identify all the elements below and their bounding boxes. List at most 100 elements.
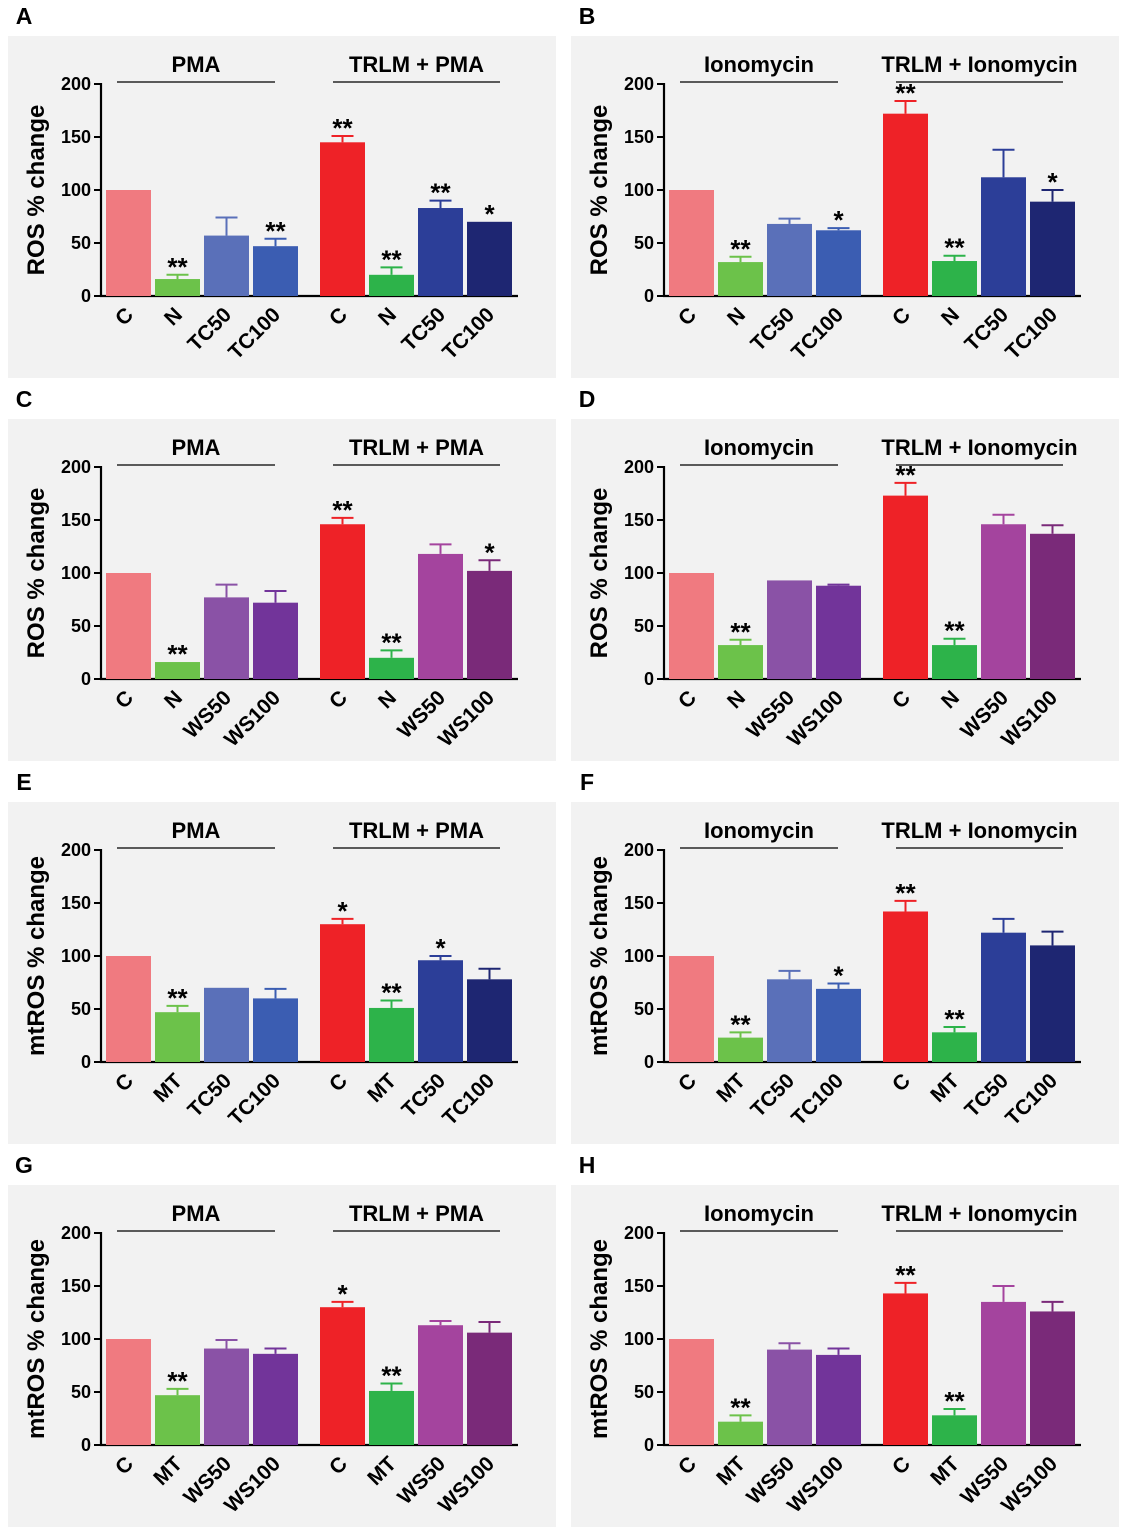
plot-background — [571, 36, 1119, 378]
y-tick-label: 200 — [61, 840, 91, 860]
y-tick-label: 0 — [644, 1052, 654, 1072]
y-axis-label: ROS % change — [23, 488, 50, 659]
bar — [816, 230, 861, 296]
group-label: TRLM + PMA — [349, 435, 484, 460]
group-label: PMA — [172, 52, 221, 77]
panel-label: F — [580, 769, 594, 795]
group-label: Ionomycin — [704, 52, 814, 77]
bar — [816, 585, 861, 679]
bar — [932, 1032, 977, 1062]
bar — [883, 1293, 928, 1445]
bar — [981, 932, 1026, 1062]
significance-label: ** — [944, 1386, 965, 1416]
bar — [767, 979, 812, 1062]
panel-label: C — [16, 386, 33, 412]
bar — [883, 495, 928, 679]
significance-label: ** — [895, 78, 916, 108]
plot-background — [8, 36, 556, 378]
y-tick-label: 150 — [61, 893, 91, 913]
plot-background — [8, 802, 556, 1144]
bar — [1030, 201, 1075, 296]
bar — [467, 979, 512, 1062]
group-label: PMA — [172, 1201, 221, 1226]
bar — [718, 262, 763, 296]
y-tick-label: 50 — [71, 1382, 91, 1402]
panel-b: B ROS % change 0 50 100 150 200 Ionomycin TRLM +… — [563, 0, 1126, 383]
bar — [155, 662, 200, 679]
bar — [418, 960, 463, 1062]
y-tick-label: 100 — [61, 1329, 91, 1349]
y-tick-label: 100 — [61, 563, 91, 583]
y-tick-label: 50 — [634, 233, 654, 253]
y-tick-label: 100 — [624, 563, 654, 583]
bar — [467, 221, 512, 296]
bar — [883, 911, 928, 1062]
y-tick-label: 50 — [634, 999, 654, 1019]
bar — [932, 645, 977, 679]
y-tick-label: 150 — [624, 1276, 654, 1296]
y-tick-label: 200 — [624, 1223, 654, 1243]
y-tick-label: 50 — [71, 616, 91, 636]
y-tick-label: 100 — [624, 180, 654, 200]
y-axis-label: ROS % change — [586, 105, 613, 276]
bar — [816, 988, 861, 1062]
bar — [467, 570, 512, 679]
panel-a: A ROS % change 0 50 100 150 200 PMA TRLM + PMA C *… — [0, 0, 563, 383]
plot-background — [8, 419, 556, 761]
bar — [369, 274, 414, 296]
y-axis-label: mtROS % change — [586, 856, 613, 1056]
bar — [981, 1301, 1026, 1445]
bar — [320, 1307, 365, 1445]
panel-label: B — [579, 3, 596, 29]
bar — [883, 113, 928, 297]
significance-label: * — [1047, 167, 1058, 197]
y-axis-label: ROS % change — [23, 105, 50, 276]
significance-label: ** — [167, 1366, 188, 1396]
group-label: PMA — [172, 435, 221, 460]
panel-c: C ROS % change 0 50 100 150 200 PMA TRLM + PMA C *… — [0, 383, 563, 766]
panel-d: D ROS % change 0 50 100 150 200 Ionomycin TRLM +… — [563, 383, 1126, 766]
significance-label: * — [337, 896, 348, 926]
bar — [204, 597, 249, 679]
significance-label: ** — [381, 244, 402, 274]
y-tick-label: 150 — [624, 127, 654, 147]
bar — [155, 279, 200, 296]
panel-label: G — [15, 1152, 33, 1178]
bar — [155, 1395, 200, 1445]
bar — [204, 987, 249, 1062]
y-tick-label: 0 — [644, 669, 654, 689]
bar — [253, 998, 298, 1062]
significance-label: ** — [944, 616, 965, 646]
significance-label: ** — [944, 1004, 965, 1034]
bar — [767, 580, 812, 679]
y-tick-label: 0 — [81, 286, 91, 306]
significance-label: ** — [167, 252, 188, 282]
bar — [320, 142, 365, 296]
significance-label: ** — [265, 216, 286, 246]
bar — [1030, 945, 1075, 1062]
y-tick-label: 0 — [81, 1052, 91, 1072]
bar — [932, 261, 977, 296]
bar — [816, 1354, 861, 1445]
y-tick-label: 0 — [81, 669, 91, 689]
bar — [718, 1421, 763, 1445]
significance-label: ** — [944, 233, 965, 263]
panel-chart: B ROS % change 0 50 100 150 200 Ionomycin TRLM +… — [571, 3, 1119, 378]
bar — [669, 573, 714, 679]
group-label: TRLM + Ionomycin — [881, 1201, 1077, 1226]
y-axis-label: mtROS % change — [23, 856, 50, 1056]
y-tick-label: 50 — [71, 233, 91, 253]
bar — [418, 1325, 463, 1445]
bar — [981, 524, 1026, 679]
y-tick-label: 150 — [624, 510, 654, 530]
group-label: Ionomycin — [704, 818, 814, 843]
bar — [204, 235, 249, 296]
bar — [253, 1353, 298, 1445]
bar — [418, 553, 463, 679]
bar — [669, 1339, 714, 1445]
significance-label: ** — [167, 639, 188, 669]
significance-label: ** — [730, 234, 751, 264]
